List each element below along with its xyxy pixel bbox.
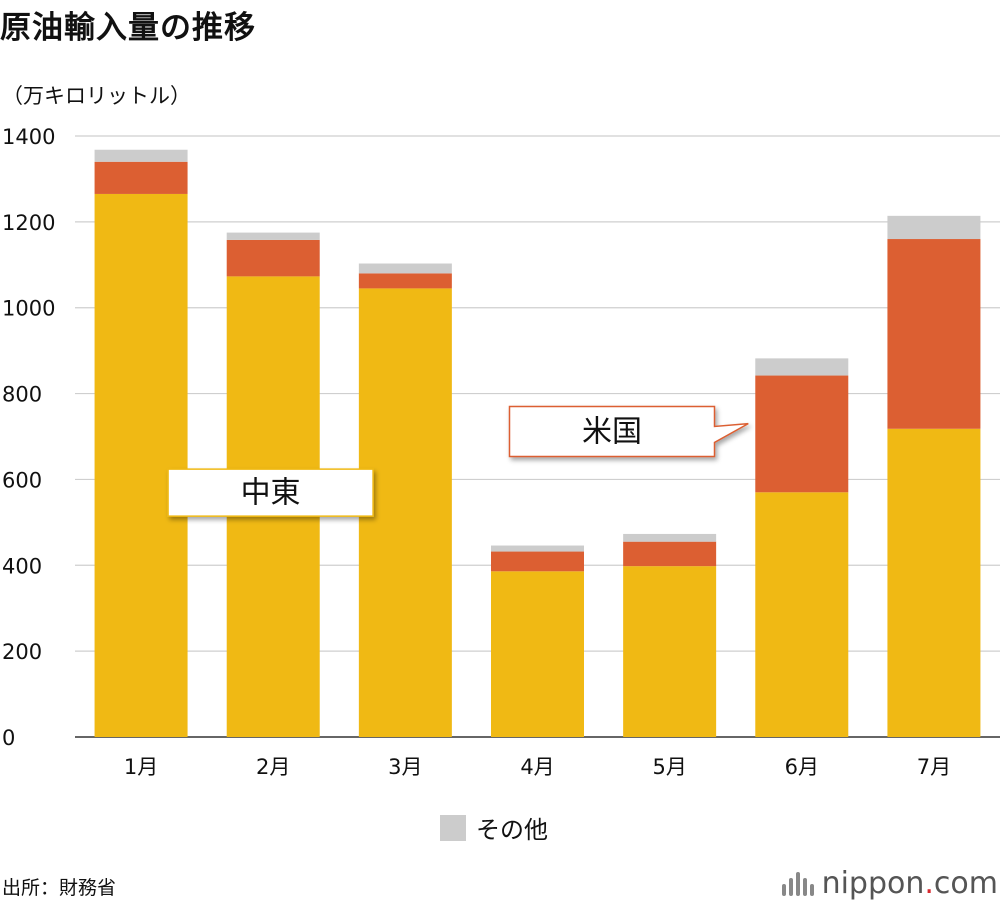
logo-main-text: nippon (821, 866, 925, 901)
y-tick-label: 200 (2, 640, 42, 664)
y-axis-unit-label: （万キロリットル） (2, 84, 191, 108)
label-callout-box (167, 468, 374, 517)
x-tick-label: 2月 (256, 755, 290, 779)
bar-segment (623, 566, 717, 737)
bar-segment (623, 533, 717, 542)
legend: その他 (440, 810, 548, 845)
y-tick-label: 1400 (2, 125, 55, 149)
bar-segment (226, 232, 320, 240)
bar-segment (887, 239, 981, 429)
x-tick-label: 3月 (388, 755, 422, 779)
x-tick-label: 6月 (785, 755, 819, 779)
bar-segment (94, 149, 188, 162)
bar-segment (358, 263, 452, 274)
bar-segment (755, 492, 849, 737)
label-callout-box (508, 405, 749, 458)
logo-tld-text: com (933, 866, 998, 901)
bar-segment (226, 239, 320, 277)
bar-segment (887, 215, 981, 240)
y-tick-label: 800 (2, 383, 42, 407)
legend-swatch-other (440, 814, 466, 841)
bar-segment (755, 358, 849, 376)
label-callout-text: 中東 (241, 476, 301, 511)
y-tick-label: 600 (2, 468, 42, 492)
y-tick-label: 1000 (2, 297, 55, 321)
nippon-logo: nippon. com (781, 866, 998, 901)
x-tick-label: 7月 (917, 755, 951, 779)
logo-dot: . (924, 866, 934, 901)
y-tick-label: 400 (2, 554, 42, 578)
bar-segment (491, 551, 584, 572)
bar-segment (491, 545, 584, 552)
bar-segment (887, 428, 981, 737)
source-note: 出所：財務省 (2, 877, 117, 899)
label-callout-text: 米国 (582, 414, 642, 449)
y-tick-label: 1200 (2, 211, 55, 235)
bar-segment (755, 375, 849, 493)
chart-title: 原油輸入量の推移 (0, 10, 256, 46)
x-tick-label: 4月 (520, 755, 554, 779)
stacked-bar-chart: 0 200 400 600 800 1000 1200 1400 1月 2月 3月 4月 5月 6月 7月 中… (2, 125, 1000, 779)
bar-segment (623, 541, 717, 567)
bar-segment (491, 571, 584, 737)
x-tick-label: 1月 (124, 755, 158, 779)
bar-segment (94, 193, 188, 738)
y-tick-label: 0 (2, 726, 15, 750)
legend-label-other: その他 (476, 816, 548, 844)
bar-segment (94, 161, 188, 194)
bar-segment (358, 288, 452, 737)
x-tick-label: 5月 (652, 755, 686, 779)
logo-bars-icon (781, 871, 814, 896)
bar-segment (358, 273, 452, 289)
